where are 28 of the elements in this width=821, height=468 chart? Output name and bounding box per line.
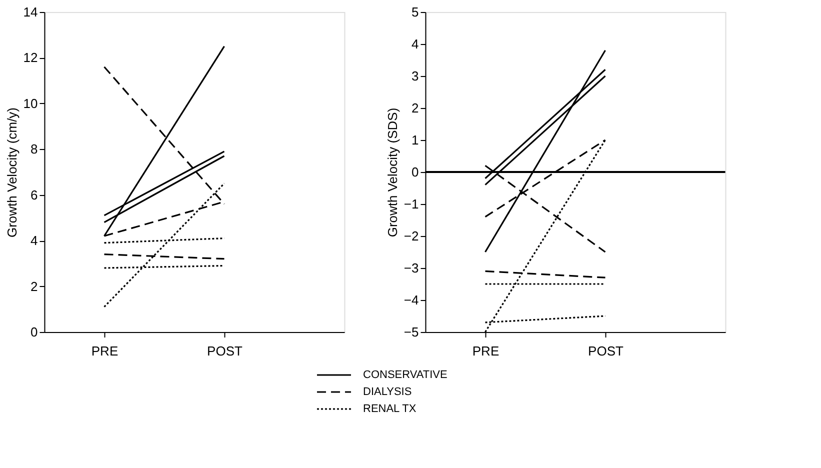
y-tick-label: 0 [30, 324, 38, 340]
y-tick-label: 4 [30, 233, 38, 248]
y-tick-label: 6 [30, 187, 38, 202]
y-tick-label: −2 [404, 228, 419, 244]
y-tick-label: 4 [412, 36, 419, 52]
y-tick-label: 2 [30, 278, 38, 294]
y-tick-label: −1 [404, 196, 419, 212]
y-tick-label: 14 [23, 4, 38, 20]
legend-label: CONSERVATIVE [363, 369, 448, 381]
y-axis-title: Growth Velocity (SDS) [384, 108, 400, 238]
y-tick-label: 10 [23, 96, 38, 111]
x-tick-label: PRE [91, 344, 118, 358]
y-tick-label: 0 [412, 164, 419, 180]
x-tick-label: POST [588, 344, 624, 358]
y-tick-label: 3 [412, 68, 419, 84]
x-tick-label: POST [207, 344, 242, 358]
y-tick-label: 8 [30, 142, 38, 157]
y-axis-title: Growth Velocity (cm/y) [4, 107, 20, 238]
y-tick-label: −5 [404, 324, 419, 340]
y-tick-label: −4 [404, 292, 419, 308]
y-tick-label: −3 [404, 260, 419, 276]
legend-label: DIALYSIS [363, 386, 412, 398]
y-tick-label: 12 [23, 50, 38, 66]
legend-label: RENAL TX [363, 403, 417, 415]
y-tick-label: 1 [412, 132, 419, 148]
y-tick-label: 2 [412, 100, 419, 116]
x-tick-label: PRE [472, 344, 500, 358]
y-tick-label: 5 [412, 4, 419, 20]
